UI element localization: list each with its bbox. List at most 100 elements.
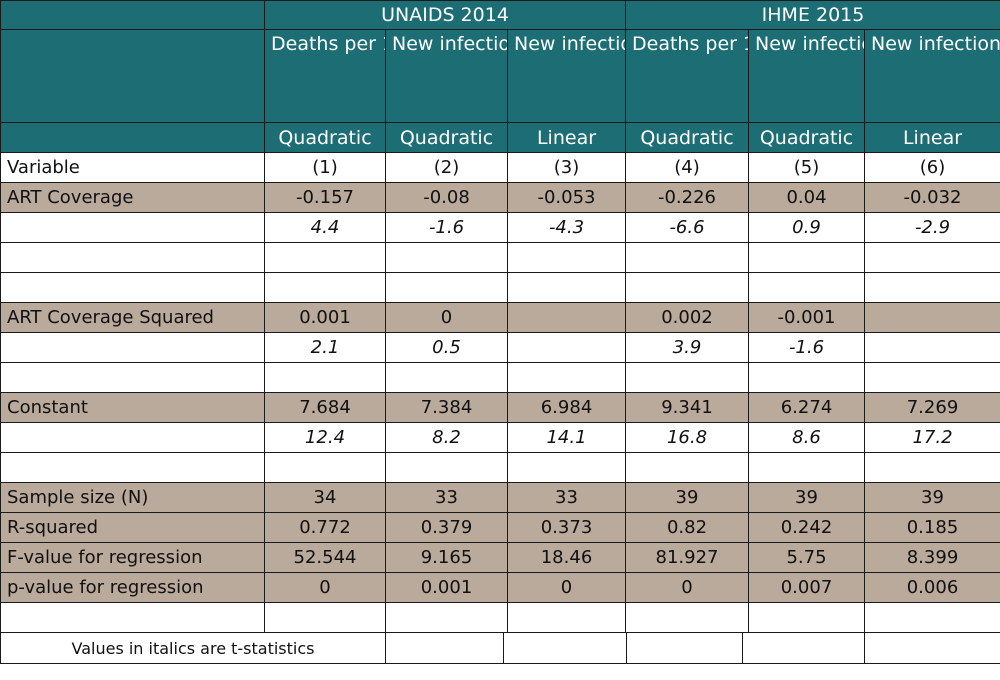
row-label xyxy=(0,422,265,453)
variable-header-row: Variable (1) (2) (3) (4) (5) (6) xyxy=(0,152,1000,183)
blank-row xyxy=(0,362,1000,393)
value-cell: 4.4 xyxy=(264,212,386,243)
value-cell xyxy=(507,332,626,363)
value-cell xyxy=(507,272,626,303)
value-cell: 39 xyxy=(864,482,1000,513)
value-cell: -0.053 xyxy=(507,182,626,213)
value-cell: 6.984 xyxy=(507,392,626,423)
coefficient-row: F-value for regression 52.544 9.165 18.46 81… xyxy=(0,542,1000,573)
t-statistic-row: 4.4 -1.6 -4.3 -6.6 0.9 -2.9 xyxy=(0,212,1000,243)
value-cell: 6.274 xyxy=(748,392,865,423)
value-cell xyxy=(385,272,508,303)
row-label: Constant xyxy=(0,392,265,423)
value-cell xyxy=(385,242,508,273)
value-cell xyxy=(507,302,626,333)
value-cell: 0.001 xyxy=(385,572,508,603)
value-cell xyxy=(864,272,1000,303)
row-label: Sample size (N) xyxy=(0,482,265,513)
value-cell: 12.4 xyxy=(264,422,386,453)
column-number: (6) xyxy=(864,152,1000,183)
value-cell: 8.399 xyxy=(864,542,1000,573)
value-cell xyxy=(385,362,508,393)
value-cell xyxy=(625,272,749,303)
value-cell xyxy=(864,242,1000,273)
model-type: Quadratic xyxy=(748,122,865,153)
coefficient-row: Constant 7.684 7.384 6.984 9.341 6.274 7.269 xyxy=(0,392,1000,423)
row-label xyxy=(0,362,265,393)
group-header-ihme: IHME 2015 xyxy=(625,0,1000,30)
blank-row xyxy=(0,602,1000,633)
value-cell xyxy=(864,452,1000,483)
value-cell: 0.007 xyxy=(748,572,865,603)
value-cell: 0.242 xyxy=(748,512,865,543)
footer-note: Values in italics are t-statistics xyxy=(0,632,386,664)
model-type: Linear xyxy=(507,122,626,153)
regression-table: UNAIDS 2014 IHME 2015 Deaths per 100 New… xyxy=(0,0,1000,633)
value-cell: 17.2 xyxy=(864,422,1000,453)
column-label: New infections per 100 xyxy=(748,29,865,123)
value-cell xyxy=(748,242,865,273)
value-cell xyxy=(507,602,626,633)
footer-empty-cell xyxy=(742,632,865,664)
value-cell: -0.001 xyxy=(748,302,865,333)
footer-empty-cell xyxy=(864,632,1000,664)
value-cell: -1.6 xyxy=(748,332,865,363)
coefficient-row: p-value for regression 0 0.001 0 0 0.007 0.006 xyxy=(0,572,1000,603)
t-statistic-row: 12.4 8.2 14.1 16.8 8.6 17.2 xyxy=(0,422,1000,453)
value-cell xyxy=(507,362,626,393)
row-label xyxy=(0,272,265,303)
column-label: New infections per 100 xyxy=(507,29,626,123)
value-cell xyxy=(625,452,749,483)
column-number: (4) xyxy=(625,152,749,183)
value-cell: 7.384 xyxy=(385,392,508,423)
row-label xyxy=(0,452,265,483)
value-cell xyxy=(264,362,386,393)
variable-label: Variable xyxy=(0,152,265,183)
model-type: Quadratic xyxy=(385,122,508,153)
value-cell: 33 xyxy=(385,482,508,513)
corner-cell xyxy=(0,0,265,30)
row-label xyxy=(0,602,265,633)
row-label xyxy=(0,332,265,363)
footer-empty-cell xyxy=(503,632,627,664)
column-number: (3) xyxy=(507,152,626,183)
row-label xyxy=(0,242,265,273)
value-cell: 39 xyxy=(625,482,749,513)
value-cell: 0.9 xyxy=(748,212,865,243)
value-cell: 52.544 xyxy=(264,542,386,573)
value-cell: 8.2 xyxy=(385,422,508,453)
value-cell: 0.006 xyxy=(864,572,1000,603)
blank-row xyxy=(0,242,1000,273)
footer-empty-cell xyxy=(626,632,743,664)
coefficient-row: R-squared 0.772 0.379 0.373 0.82 0.242 0.185 xyxy=(0,512,1000,543)
value-cell: 0.185 xyxy=(864,512,1000,543)
value-cell: 0 xyxy=(385,302,508,333)
value-cell: -0.226 xyxy=(625,182,749,213)
value-cell: 0 xyxy=(625,572,749,603)
value-cell: 39 xyxy=(748,482,865,513)
value-cell: 7.684 xyxy=(264,392,386,423)
blank-row xyxy=(0,452,1000,483)
value-cell: 14.1 xyxy=(507,422,626,453)
value-cell xyxy=(864,362,1000,393)
value-cell: 0.002 xyxy=(625,302,749,333)
value-cell: 33 xyxy=(507,482,626,513)
value-cell: 0.379 xyxy=(385,512,508,543)
column-number: (5) xyxy=(748,152,865,183)
model-type: Quadratic xyxy=(625,122,749,153)
value-cell xyxy=(625,362,749,393)
value-cell: 0 xyxy=(264,572,386,603)
coefficient-row: ART Coverage Squared 0.001 0 0.002 -0.001 xyxy=(0,302,1000,333)
value-cell xyxy=(748,272,865,303)
t-statistic-row: 2.1 0.5 3.9 -1.6 xyxy=(0,332,1000,363)
value-cell: 9.165 xyxy=(385,542,508,573)
value-cell: 34 xyxy=(264,482,386,513)
value-cell: 0.373 xyxy=(507,512,626,543)
group-header-row: UNAIDS 2014 IHME 2015 xyxy=(0,0,1000,30)
value-cell: 3.9 xyxy=(625,332,749,363)
group-header-unaids: UNAIDS 2014 xyxy=(264,0,626,30)
value-cell: 5.75 xyxy=(748,542,865,573)
model-type: Linear xyxy=(864,122,1000,153)
value-cell: 8.6 xyxy=(748,422,865,453)
value-cell: -6.6 xyxy=(625,212,749,243)
